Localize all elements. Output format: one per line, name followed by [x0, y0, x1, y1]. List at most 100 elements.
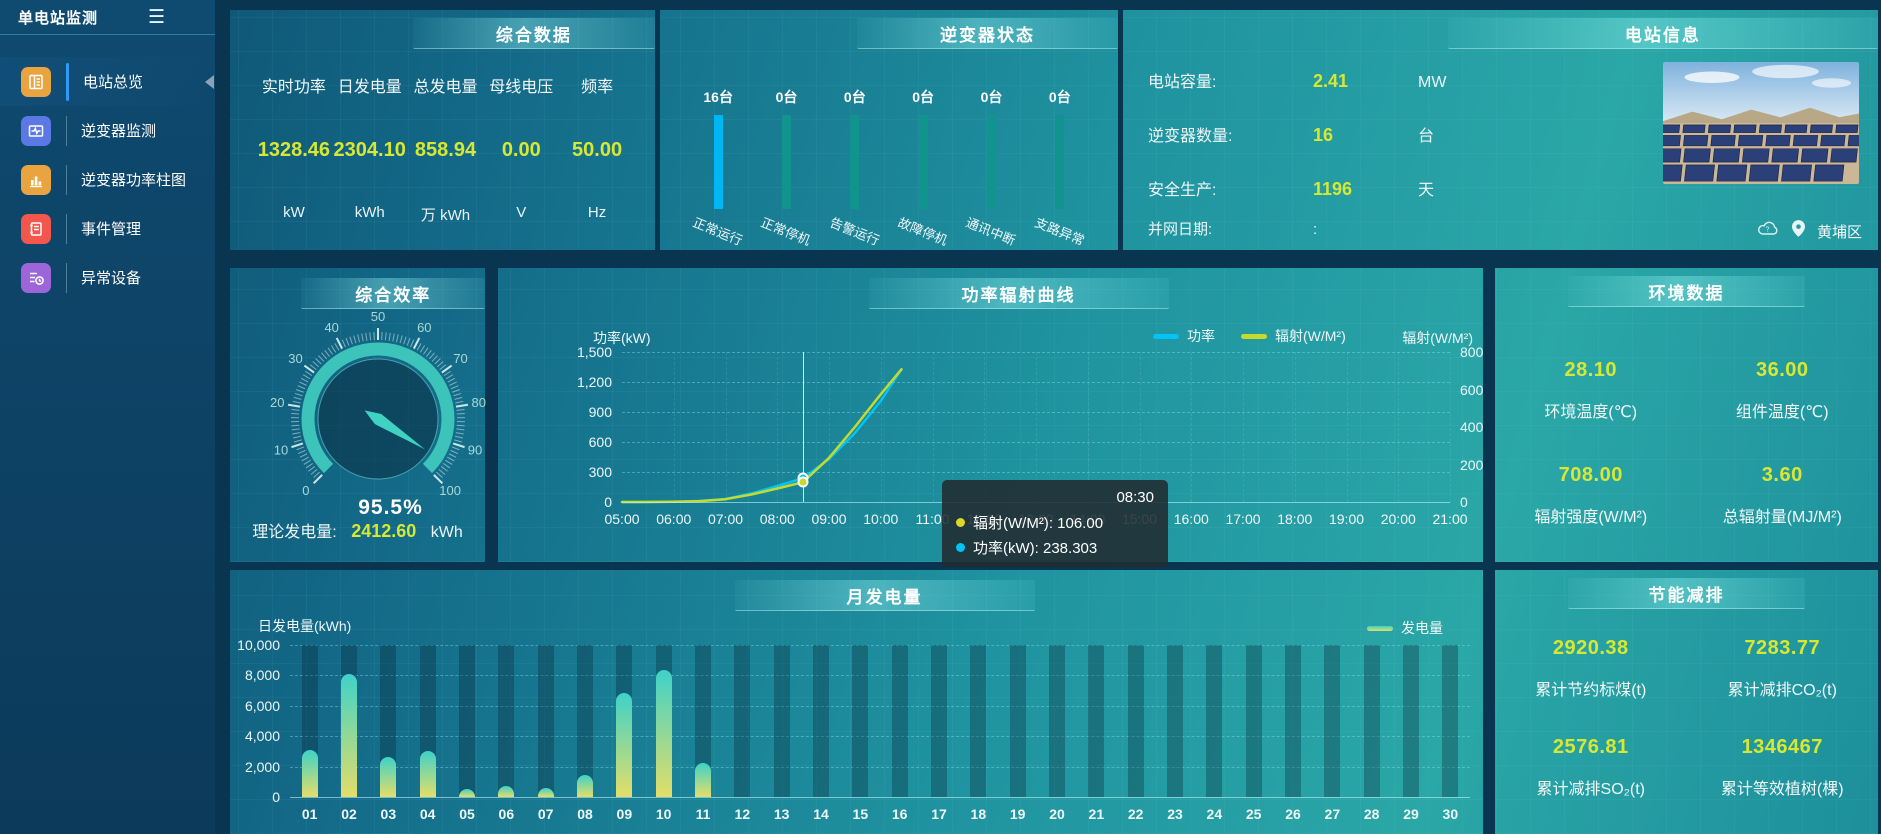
inv-label: 支路异常: [1032, 214, 1087, 249]
vline: [829, 352, 830, 502]
xlab: 10: [655, 806, 672, 822]
xlab: 16:00: [1173, 511, 1209, 527]
panel-title: 功率辐射曲线: [868, 278, 1169, 309]
menu-divider: [66, 164, 67, 195]
xlab: 07:00: [707, 511, 744, 527]
mbar: [655, 669, 672, 797]
xlab: 20:00: [1380, 511, 1416, 527]
kpi-co2-reduced: 7283.77 累计减排CO₂(t): [1687, 637, 1879, 700]
abnormal-device-list-icon: [21, 262, 51, 293]
inv-bar: [918, 115, 928, 209]
mbar: [695, 762, 711, 797]
kpi-value: 2576.81: [1552, 736, 1629, 758]
inv-label: 故障停机: [895, 214, 950, 249]
menu-divider: [66, 262, 67, 293]
xlab: 07: [537, 806, 554, 822]
legend-item-power[interactable]: 功率: [1153, 326, 1215, 346]
kpi-trees-equivalent: 1346467 累计等效植树(棵): [1687, 736, 1879, 799]
environment-metrics: 28.10 环境温度(℃) 36.00 组件温度(℃) 708.00 辐射强度(…: [1495, 359, 1878, 527]
xlab: 30: [1442, 806, 1459, 822]
metric-label: 实时功率: [261, 79, 326, 96]
svg-text:70: 70: [453, 351, 467, 366]
legend-label: 辐射(W/M²): [1275, 328, 1346, 344]
row-label: 并网日期:: [1148, 221, 1213, 238]
mbar: [459, 788, 475, 797]
xlab: 06:00: [656, 511, 692, 527]
svg-text:100: 100: [439, 483, 461, 498]
vline: [1036, 352, 1037, 502]
vline: [1346, 352, 1348, 502]
metric-unit: kWh: [354, 204, 385, 221]
inv-count: 0台: [912, 89, 935, 105]
svg-text:?: ?: [1766, 227, 1770, 234]
hline: [290, 705, 1470, 707]
row-unit: MW: [1418, 74, 1447, 91]
pointer: [803, 352, 805, 502]
inv-bar: [713, 115, 723, 209]
inv-count: 0台: [1048, 89, 1071, 105]
sidebar-item-abnormal-devices[interactable]: 异常设备: [0, 253, 215, 302]
inv-col: 16台 正常运行: [684, 49, 752, 248]
legend-swatch: [1153, 333, 1179, 339]
inverter-status-bars: 16台 正常运行 0台 正常停机 0台 告警运行 0台 故障停机 0台 通讯中断 0台 支路异常: [660, 49, 1118, 248]
mbar: [616, 693, 633, 797]
xlab: 28: [1363, 806, 1380, 822]
hline: [290, 766, 1470, 768]
hline: [290, 645, 1470, 646]
sidebar-item-inverter-monitor[interactable]: 逆变器监测: [0, 106, 215, 155]
mshadow: [1049, 645, 1065, 797]
legend-item-radiation[interactable]: 辐射(W/M²): [1241, 326, 1346, 346]
metric-unit: Hz: [587, 204, 607, 221]
xlab: 27: [1324, 806, 1341, 822]
panel-station-info: 电站信息 电站容量: 2.41 MW 逆变器数量: 16 台 安全生产: 119…: [1123, 10, 1878, 250]
mshadow: [1127, 645, 1144, 797]
location-pin-icon[interactable]: [1791, 220, 1805, 242]
line-chart-legend: 功率 辐射(W/M²): [1153, 326, 1346, 346]
tooltip-radiation-row: 辐射(W/M²)106.00: [956, 512, 1154, 533]
svg-text:50: 50: [371, 309, 385, 324]
ylab-left: 10,000: [237, 637, 280, 653]
monthly-bar-plot: 0 2,000 4,000 6,000 8,000 10,000 01 02 03 04 05 06 0…: [237, 637, 1470, 822]
kpi-module-temp: 36.00 组件温度(℃): [1687, 359, 1879, 422]
metric-label: 频率: [581, 79, 614, 96]
tooltip-power-row: 功率(kW)238.303: [956, 537, 1154, 558]
panel-environment-data: 环境数据 28.10 环境温度(℃) 36.00 组件温度(℃) 708.00 …: [1495, 268, 1878, 562]
sidebar-item-event-management[interactable]: 事件管理: [0, 204, 215, 253]
station-photo: [1663, 62, 1859, 184]
mbar: [419, 751, 436, 797]
inv-bar: [986, 115, 996, 209]
inv-col: 0台支路异常: [1026, 49, 1094, 248]
sidebar-item-label: 事件管理: [81, 221, 142, 238]
svg-text:10: 10: [274, 443, 288, 458]
ylab-right: 200: [1460, 456, 1484, 473]
hline: [290, 675, 1470, 677]
mshadow: [1245, 645, 1262, 797]
xlab: 11: [695, 806, 711, 822]
metric-realtime-power: 实时功率 1328.46 kW: [256, 73, 332, 225]
sidebar-item-station-overview[interactable]: 电站总览: [0, 57, 215, 106]
vline: [1294, 352, 1296, 502]
hamburger-menu-icon[interactable]: ☰: [147, 6, 165, 28]
legend-swatch: [1367, 625, 1393, 631]
line-chart-plot: 0 300 600 900 1,200 1,500 0 200 400 600 800 05:00 06…: [577, 344, 1483, 567]
kpi-label: 辐射强度(W/M²): [1534, 509, 1648, 526]
sidebar-item-inverter-power-bars[interactable]: 逆变器功率柱图: [0, 155, 215, 204]
svg-text:30: 30: [288, 351, 302, 366]
inv-bar: [1055, 115, 1065, 209]
metric-value: 1328.46: [257, 139, 331, 161]
inv-label: 告警运行: [827, 214, 882, 249]
metric-total-energy: 总发电量 858.94 万 kWh: [408, 73, 484, 225]
kpi-value: 36.00: [1755, 359, 1809, 381]
weather-cloud-icon[interactable]: ?: [1756, 220, 1780, 242]
kpi-value: 28.10: [1564, 359, 1618, 381]
vline: [984, 352, 986, 502]
ylab-left: 8,000: [244, 667, 280, 684]
xlab: 09:00: [811, 511, 847, 527]
xlab: 02: [341, 806, 357, 822]
inv-count: 0台: [843, 89, 866, 105]
vline: [932, 352, 934, 502]
legend-item-generation[interactable]: 发电量: [1367, 618, 1443, 638]
bar-chart-icon: [21, 164, 51, 195]
mshadow: [852, 645, 869, 797]
xlab: 24: [1206, 806, 1223, 822]
